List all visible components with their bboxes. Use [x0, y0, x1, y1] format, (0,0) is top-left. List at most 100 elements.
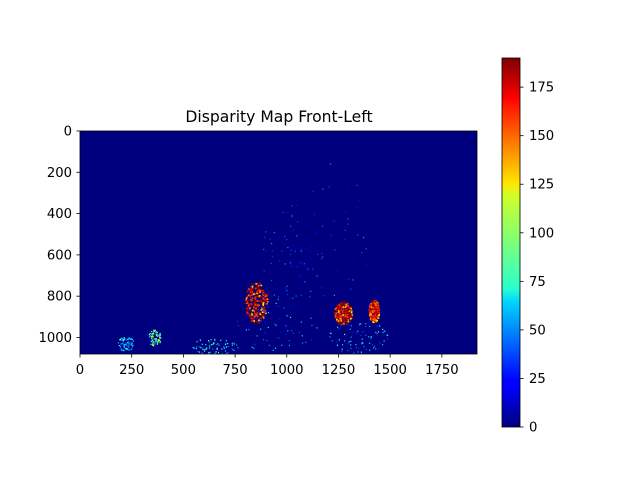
disparity-cell	[374, 307, 376, 310]
disparity-cell	[336, 306, 339, 309]
disparity-cell	[204, 350, 206, 352]
disparity-cell	[340, 322, 343, 324]
disparity-cell	[253, 306, 255, 309]
disparity-cell	[152, 344, 154, 347]
disparity-cell	[377, 315, 379, 318]
disparity-cell	[369, 305, 371, 308]
disparity-cell	[251, 285, 254, 288]
disparity-cell	[263, 292, 266, 295]
disparity-cell	[338, 306, 341, 309]
disparity-cell	[129, 343, 131, 345]
disparity-cell	[383, 330, 385, 332]
disparity-cell	[375, 300, 378, 303]
disparity-cell	[375, 331, 377, 333]
disparity-cell	[274, 323, 276, 325]
disparity-cell	[264, 293, 267, 296]
disparity-cell	[152, 342, 154, 344]
disparity-cell	[262, 304, 265, 306]
disparity-cell	[251, 312, 253, 315]
disparity-cell	[256, 285, 258, 288]
disparity-cell	[337, 312, 339, 315]
disparity-cell	[296, 266, 298, 268]
disparity-cell	[373, 319, 376, 321]
disparity-cell	[252, 303, 255, 306]
disparity-cell	[340, 320, 343, 322]
disparity-cell	[260, 284, 263, 287]
disparity-cell	[349, 328, 351, 330]
disparity-cell	[158, 339, 160, 341]
disparity-cell	[131, 343, 133, 345]
disparity-cell	[197, 351, 199, 353]
disparity-cell	[375, 307, 378, 310]
disparity-cell	[372, 344, 374, 346]
disparity-cell	[127, 338, 129, 341]
disparity-cell	[217, 351, 220, 354]
disparity-cell	[251, 291, 253, 294]
disparity-cell	[266, 301, 269, 303]
disparity-cell	[251, 319, 254, 322]
disparity-cell	[257, 282, 260, 284]
disparity-cell	[246, 295, 249, 297]
disparity-cell	[246, 326, 248, 328]
disparity-cell	[336, 310, 338, 313]
disparity-cell	[128, 346, 130, 348]
disparity-cell	[294, 250, 296, 252]
disparity-cell	[262, 316, 264, 318]
disparity-cell	[347, 320, 350, 323]
disparity-cell	[128, 342, 130, 345]
disparity-cell	[352, 279, 354, 281]
disparity-cell	[266, 339, 268, 342]
disparity-cell	[276, 336, 278, 339]
disparity-cell	[256, 287, 259, 289]
disparity-cell	[215, 343, 217, 346]
heatmap-axes: 0 250 500 750 1000 1250 1500 1750 0 200 400 600 800…	[38, 125, 478, 378]
disparity-cell	[157, 341, 159, 343]
disparity-cell	[336, 320, 338, 322]
disparity-cell	[154, 343, 156, 345]
disparity-cell	[344, 314, 347, 316]
disparity-cell	[312, 268, 314, 270]
disparity-cell	[227, 352, 229, 354]
disparity-cell	[347, 218, 349, 220]
disparity-cell	[153, 330, 155, 332]
disparity-cell	[121, 343, 123, 345]
disparity-cell	[127, 345, 129, 347]
disparity-cell	[159, 342, 161, 344]
disparity-cell	[277, 296, 280, 298]
disparity-cell	[252, 321, 254, 323]
disparity-cell	[208, 340, 210, 342]
disparity-cell	[249, 288, 252, 290]
disparity-cell	[251, 297, 254, 300]
disparity-cell	[262, 306, 264, 308]
disparity-cell	[365, 348, 367, 350]
disparity-cell	[362, 342, 364, 344]
disparity-cell	[316, 275, 318, 277]
disparity-cell	[372, 303, 374, 305]
disparity-cell	[311, 324, 313, 326]
disparity-cell	[291, 205, 293, 207]
disparity-cell	[264, 312, 266, 314]
disparity-cell	[260, 296, 262, 299]
disparity-cell	[346, 319, 348, 321]
disparity-cell	[339, 304, 341, 307]
disparity-cell	[305, 275, 307, 277]
disparity-cell	[295, 305, 297, 307]
disparity-cell	[347, 317, 349, 320]
disparity-cell	[346, 303, 349, 305]
disparity-cell	[129, 337, 131, 339]
disparity-cell	[251, 300, 253, 302]
disparity-cell	[285, 333, 287, 335]
disparity-cell	[255, 287, 257, 290]
disparity-cell	[153, 345, 155, 347]
disparity-cell	[335, 315, 338, 318]
disparity-cell	[264, 251, 266, 253]
disparity-cell	[256, 292, 258, 295]
disparity-cell	[290, 265, 292, 267]
disparity-cell	[124, 347, 127, 349]
disparity-cell	[295, 311, 298, 313]
disparity-cell	[331, 340, 333, 342]
disparity-cell	[224, 343, 227, 345]
disparity-cell	[365, 248, 367, 250]
disparity-cell	[299, 275, 301, 277]
disparity-cell	[328, 186, 330, 188]
